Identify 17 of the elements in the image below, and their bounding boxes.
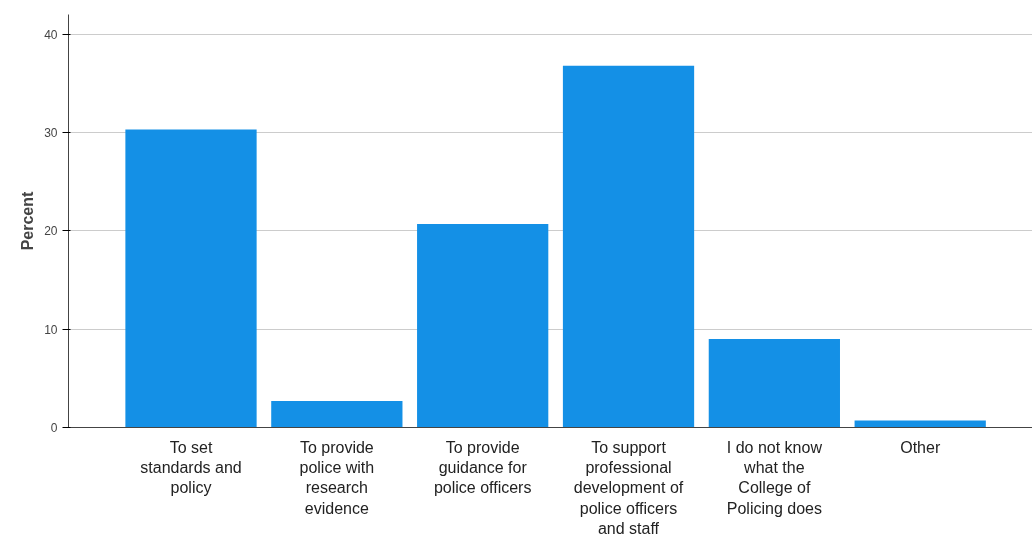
x-tick-label: I do not know what the College of Policing does [726,438,823,517]
y-tick-label: 40 [44,27,58,42]
y-tick-label: 10 [44,322,58,337]
y-axis-title: Percent [19,190,37,251]
bar [271,400,403,428]
y-tick-label: 20 [44,224,58,239]
x-tick-label: Other [900,438,941,456]
x-tick-label: To provide guidance for police officers [433,438,532,497]
bar [708,339,840,428]
x-tick-label: To provide police with research evidence [299,438,375,517]
y-tick-label: 30 [44,126,58,140]
bar [125,129,257,428]
bar [417,223,549,428]
y-tick-label: 0 [50,421,58,435]
bar [562,65,695,428]
x-tick-label: To support professional development of police officers and staff [573,438,684,538]
x-tick-label: To set standards and policy [140,438,242,497]
